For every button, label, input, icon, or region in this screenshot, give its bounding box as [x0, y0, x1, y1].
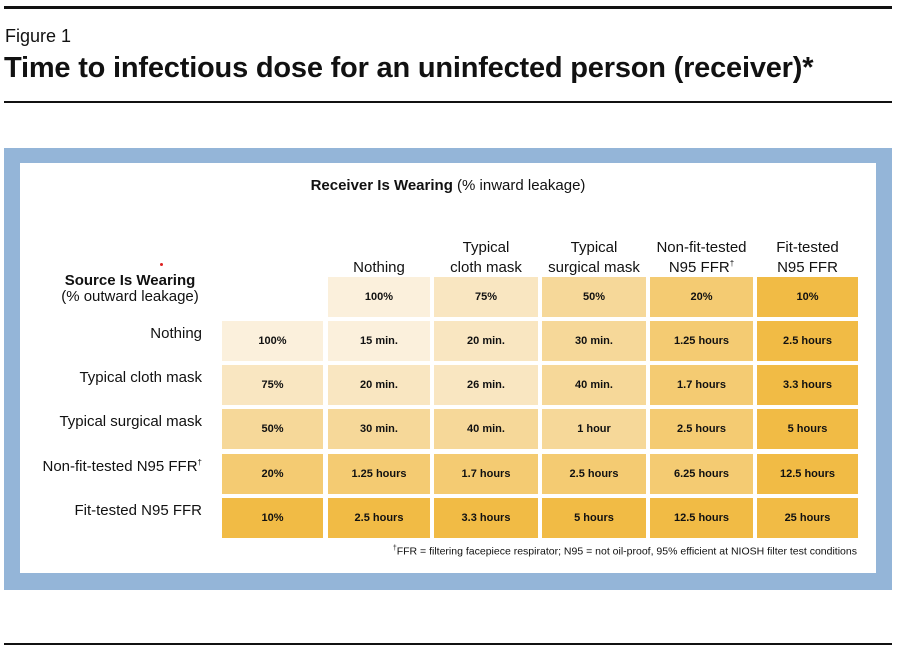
receiver-heading-rest: (% inward leakage) — [452, 177, 586, 194]
receiver-leakage-cell: 75% — [434, 277, 538, 317]
dose-time-cell: 40 min. — [542, 365, 646, 405]
source-row-dagger: † — [197, 458, 202, 467]
dose-time-cell: 5 hours — [757, 409, 858, 449]
column-header-line2-text: Nothing — [353, 259, 405, 276]
title-rule — [4, 101, 892, 103]
column-header-line2: N95 FFR† — [650, 256, 753, 276]
dose-time-cell: 40 min. — [434, 409, 538, 449]
column-header-line1: Non-fit-tested — [656, 239, 747, 256]
top-rule — [4, 6, 892, 9]
source-leakage-cell: 100% — [222, 321, 323, 361]
receiver-leakage-cell: 10% — [757, 277, 858, 317]
column-header-line2-text: surgical mask — [548, 259, 640, 276]
column-header-line1 — [328, 240, 430, 256]
source-leakage-cell: 20% — [222, 454, 323, 494]
receiver-heading-bold: Receiver Is Wearing — [310, 177, 453, 194]
dose-time-cell: 26 min. — [434, 365, 538, 405]
source-leakage-cell: 50% — [222, 409, 323, 449]
source-row-label: Typical surgical mask — [20, 413, 202, 430]
dose-time-cell: 1 hour — [542, 409, 646, 449]
column-header-line2: N95 FFR — [757, 256, 858, 276]
source-row-label: Non-fit-tested N95 FFR† — [20, 458, 203, 475]
column-header-line1: Typical — [462, 239, 510, 256]
column-header-line2: surgical mask — [542, 256, 646, 276]
dose-time-cell: 20 min. — [434, 321, 538, 361]
footnote-dagger: † — [392, 545, 397, 552]
dose-time-cell: 20 min. — [328, 365, 430, 405]
receiver-column-header: Fit-tested N95 FFR — [757, 240, 858, 276]
dose-time-cell: 2.5 hours — [328, 498, 430, 538]
column-header-line1: Typical — [570, 239, 618, 256]
receiver-column-header: Non-fit-tested N95 FFR† — [650, 240, 753, 276]
dose-time-cell: 30 min. — [328, 409, 430, 449]
receiver-column-header: Typical surgical mask — [542, 240, 646, 276]
receiver-column-header: Typical cloth mask — [434, 240, 538, 276]
receiver-column-header: Nothing — [328, 240, 430, 276]
source-row-label-text: Typical cloth mask — [79, 369, 202, 386]
column-header-line2-text: cloth mask — [450, 259, 522, 276]
column-header-dagger: † — [729, 259, 735, 268]
dose-time-cell: 12.5 hours — [650, 498, 753, 538]
column-header-line2-text: N95 FFR — [668, 259, 730, 276]
column-header-line1: Fit-tested — [776, 239, 839, 256]
column-header-line2: Nothing — [328, 256, 430, 276]
dose-time-cell: 1.25 hours — [650, 321, 753, 361]
column-header-line2-text: N95 FFR — [777, 259, 838, 276]
dose-time-cell: 2.5 hours — [542, 454, 646, 494]
dose-time-cell: 1.7 hours — [650, 365, 753, 405]
figure-label: Figure 1 — [5, 26, 72, 46]
dose-time-cell: 12.5 hours — [757, 454, 858, 494]
receiver-leakage-cell: 20% — [650, 277, 753, 317]
source-leakage-cell: 75% — [222, 365, 323, 405]
dose-time-cell: 1.7 hours — [434, 454, 538, 494]
source-row-label-text: Non-fit-tested N95 FFR — [42, 458, 198, 475]
source-row-label: Nothing — [20, 325, 202, 342]
source-row-label-text: Typical surgical mask — [59, 413, 202, 430]
receiver-heading: Receiver Is Wearing (% inward leakage) — [20, 177, 876, 194]
dose-time-cell: 2.5 hours — [757, 321, 858, 361]
source-row-label-text: Fit-tested N95 FFR — [74, 502, 202, 519]
source-row-label-text: Nothing — [150, 325, 202, 342]
source-heading-rest: (% outward leakage) — [61, 288, 199, 305]
dose-time-cell: 2.5 hours — [650, 409, 753, 449]
source-heading-bold: Source Is Wearing — [64, 272, 196, 289]
dose-time-cell: 30 min. — [542, 321, 646, 361]
receiver-leakage-cell: 100% — [328, 277, 430, 317]
column-header-line2: cloth mask — [434, 256, 538, 276]
red-dot-mark — [160, 263, 163, 266]
figure-title: Time to infectious dose for an uninfecte… — [4, 52, 814, 84]
dose-time-cell: 6.25 hours — [650, 454, 753, 494]
bottom-rule — [4, 643, 892, 645]
source-row-label: Fit-tested N95 FFR — [20, 502, 202, 519]
dose-time-cell: 5 hours — [542, 498, 646, 538]
dose-time-cell: 3.3 hours — [434, 498, 538, 538]
source-row-label: Typical cloth mask — [20, 369, 202, 386]
footnote: †FFR = filtering facepiece respirator; N… — [393, 545, 857, 558]
source-leakage-cell: 10% — [222, 498, 323, 538]
dose-time-cell: 3.3 hours — [757, 365, 858, 405]
dose-time-cell: 25 hours — [757, 498, 858, 538]
source-heading: Source Is Wearing (% outward leakage) — [40, 273, 220, 305]
dose-time-cell: 15 min. — [328, 321, 430, 361]
receiver-leakage-cell: 50% — [542, 277, 646, 317]
dose-time-cell: 1.25 hours — [328, 454, 430, 494]
footnote-text: FFR = filtering facepiece respirator; N9… — [396, 545, 857, 558]
